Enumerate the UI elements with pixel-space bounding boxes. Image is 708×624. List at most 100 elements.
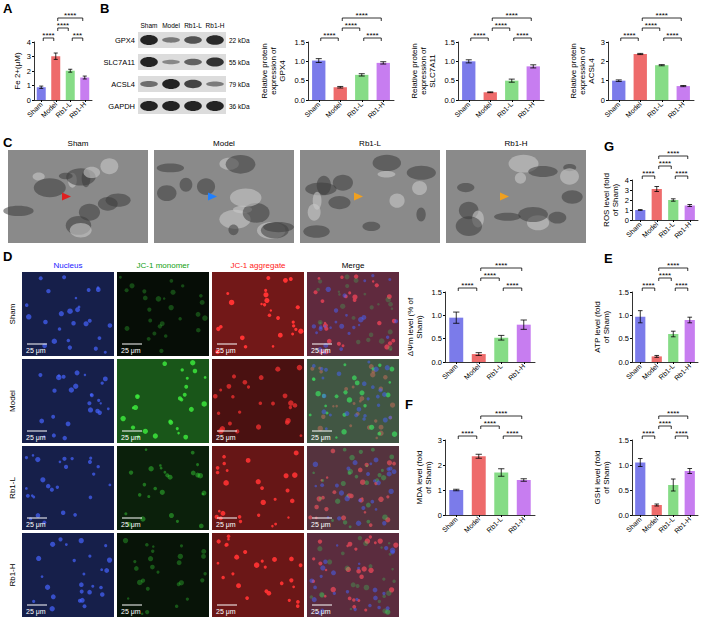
- svg-text:Sham: Sham: [453, 100, 471, 118]
- svg-text:GPX4: GPX4: [278, 60, 287, 82]
- svg-text:0.0: 0.0: [619, 358, 629, 367]
- svg-text:1.0: 1.0: [295, 57, 305, 66]
- svg-text:****: ****: [666, 31, 678, 40]
- svg-text:0.5: 0.5: [432, 334, 442, 343]
- svg-text:Rb1-H: Rb1-H: [667, 101, 686, 120]
- svg-text:Rb1-H: Rb1-H: [507, 363, 526, 382]
- svg-text:0.0: 0.0: [295, 96, 305, 105]
- svg-text:Rb1-H: Rb1-H: [206, 22, 225, 29]
- svg-text:3: 3: [625, 186, 629, 195]
- svg-text:****: ****: [495, 21, 507, 30]
- svg-text:55 kDa: 55 kDa: [229, 59, 250, 66]
- svg-text:****: ****: [659, 271, 671, 280]
- svg-text:****: ****: [667, 261, 679, 270]
- svg-text:Rb1-L: Rb1-L: [359, 139, 381, 148]
- svg-text:SLC7A11: SLC7A11: [428, 54, 437, 88]
- svg-text:****: ****: [495, 261, 507, 270]
- svg-text:2: 2: [438, 461, 442, 470]
- svg-text:25 μm: 25 μm: [26, 608, 46, 616]
- svg-text:25 μm: 25 μm: [311, 434, 331, 442]
- svg-text:36 kDa: 36 kDa: [229, 103, 250, 110]
- svg-text:Nucleus: Nucleus: [54, 261, 83, 270]
- svg-text:****: ****: [659, 419, 671, 428]
- svg-text:Model: Model: [641, 362, 660, 381]
- svg-text:Model: Model: [624, 100, 643, 119]
- svg-text:Rb1-H: Rb1-H: [504, 139, 527, 148]
- svg-text:D: D: [3, 249, 12, 264]
- svg-text:0: 0: [27, 96, 31, 105]
- svg-text:****: ****: [57, 21, 69, 30]
- svg-text:Rb1-H: Rb1-H: [8, 563, 17, 586]
- svg-text:Sham: Sham: [68, 139, 89, 148]
- svg-text:0.0: 0.0: [619, 511, 629, 520]
- svg-text:1.5: 1.5: [295, 38, 305, 47]
- svg-text:of Sham): of Sham): [602, 461, 611, 494]
- svg-text:****: ****: [461, 429, 473, 438]
- svg-text:1: 1: [27, 81, 31, 90]
- svg-text:Sham: Sham: [625, 515, 643, 533]
- svg-text:1: 1: [601, 76, 605, 85]
- svg-text:0: 0: [438, 511, 442, 520]
- svg-text:1.0: 1.0: [619, 461, 629, 470]
- svg-text:GPX4: GPX4: [115, 36, 135, 45]
- svg-text:Model: Model: [162, 22, 180, 29]
- svg-text:JC-1 monomer: JC-1 monomer: [137, 261, 190, 270]
- svg-text:****: ****: [642, 169, 654, 178]
- svg-text:****: ****: [667, 149, 679, 158]
- svg-text:Rb1-L: Rb1-L: [8, 477, 17, 499]
- svg-text:1: 1: [438, 486, 442, 495]
- svg-text:Model: Model: [463, 362, 482, 381]
- svg-text:****: ****: [484, 271, 496, 280]
- svg-text:****: ****: [675, 281, 687, 290]
- svg-text:Model: Model: [641, 515, 660, 534]
- svg-text:***: ***: [73, 31, 82, 40]
- svg-text:Rb1-L: Rb1-L: [184, 22, 202, 29]
- svg-text:3: 3: [601, 38, 605, 47]
- svg-text:expression of: expression of: [578, 46, 587, 94]
- svg-text:A: A: [3, 1, 13, 16]
- svg-text:Model: Model: [463, 515, 482, 534]
- svg-text:****: ****: [42, 31, 54, 40]
- svg-text:Rb1-L: Rb1-L: [646, 100, 664, 118]
- svg-text:25 μm: 25 μm: [216, 521, 236, 529]
- svg-text:Rb1-H: Rb1-H: [507, 516, 526, 535]
- svg-text:****: ****: [64, 11, 76, 20]
- svg-text:Rb1-L: Rb1-L: [346, 100, 364, 118]
- svg-text:22 kDa: 22 kDa: [229, 37, 250, 44]
- svg-text:****: ****: [506, 11, 518, 20]
- svg-text:1.5: 1.5: [619, 288, 629, 297]
- svg-text:****: ****: [495, 409, 507, 418]
- svg-text:****: ****: [461, 281, 473, 290]
- svg-text:****: ****: [656, 11, 668, 20]
- svg-text:25 μm: 25 μm: [26, 434, 46, 442]
- svg-text:25 μm: 25 μm: [311, 521, 331, 529]
- svg-text:2: 2: [27, 67, 31, 76]
- svg-text:Sham: Sham: [303, 100, 321, 118]
- svg-text:0.5: 0.5: [619, 334, 629, 343]
- svg-text:expression of: expression of: [269, 46, 278, 94]
- svg-text:ACSL4: ACSL4: [111, 80, 135, 89]
- svg-text:****: ****: [506, 281, 518, 290]
- svg-text:G: G: [604, 139, 614, 154]
- svg-text:Rb1-H: Rb1-H: [367, 101, 386, 120]
- svg-text:1.5: 1.5: [432, 288, 442, 297]
- svg-text:JC-1 aggregate: JC-1 aggregate: [230, 261, 286, 270]
- svg-text:Merge: Merge: [342, 261, 365, 270]
- svg-text:25 μm: 25 μm: [216, 347, 236, 355]
- svg-text:3: 3: [438, 436, 442, 445]
- svg-text:****: ****: [659, 159, 671, 168]
- svg-text:0.0: 0.0: [432, 358, 442, 367]
- svg-text:0.5: 0.5: [619, 486, 629, 495]
- svg-text:****: ****: [645, 21, 657, 30]
- svg-text:ROS level (fold: ROS level (fold: [602, 173, 611, 227]
- svg-text:0.5: 0.5: [295, 76, 305, 85]
- svg-text:Rb1-L: Rb1-L: [485, 362, 503, 380]
- svg-text:SLC7A11: SLC7A11: [103, 58, 135, 67]
- svg-text:25 μm: 25 μm: [121, 521, 141, 529]
- svg-text:3: 3: [27, 52, 31, 61]
- svg-text:1.0: 1.0: [445, 57, 455, 66]
- svg-text:Sham: Sham: [625, 220, 643, 238]
- svg-text:GAPDH: GAPDH: [108, 102, 135, 111]
- svg-text:GSH level (fold: GSH level (fold: [593, 451, 602, 505]
- svg-text:Rb1-H: Rb1-H: [673, 363, 692, 382]
